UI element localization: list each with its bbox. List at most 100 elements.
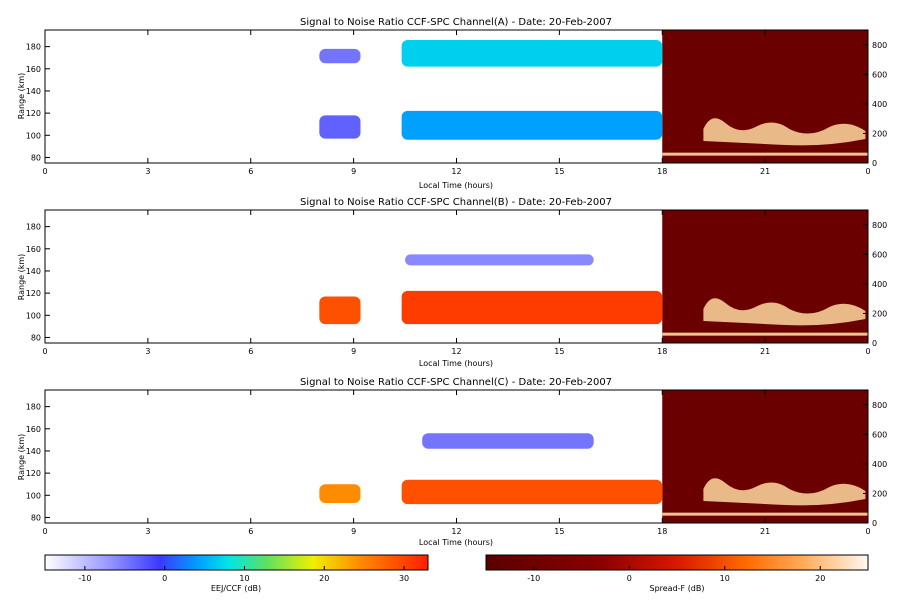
y-tick-label: 160 — [26, 245, 41, 254]
colorbar-eej-gradient — [44, 554, 429, 571]
x-tick-label: 18 — [657, 167, 667, 176]
right-y-tick-label: 0 — [872, 519, 877, 528]
echo-layer — [422, 433, 594, 449]
x-tick-label: 12 — [451, 347, 461, 356]
x-tick-label: 6 — [248, 527, 253, 536]
colorbar-spread-f-label: Spread-F (dB) — [649, 584, 704, 593]
right-y-tick-label: 400 — [872, 460, 887, 469]
right-y-tick-label: 0 — [872, 159, 877, 168]
x-tick-label: 12 — [451, 167, 461, 176]
plot-area: 0 3 6 9 12 15 18 21 0801001201401601800200400600… — [26, 389, 887, 536]
right-y-tick-label: 400 — [872, 100, 887, 109]
x-tick-label: 3 — [145, 167, 150, 176]
y-tick-label: 80 — [31, 513, 41, 522]
y-tick-label: 100 — [26, 131, 41, 140]
x-tick-label: 21 — [760, 167, 770, 176]
right-y-tick-label: 600 — [872, 70, 887, 79]
echo-layer — [401, 479, 663, 505]
y-tick-label: 120 — [26, 289, 41, 298]
x-tick-label: 3 — [145, 527, 150, 536]
y-tick-label: 160 — [26, 65, 41, 74]
colorbar-eej: -10 0 10 20 30 EEJ/CCF (dB) — [44, 554, 429, 593]
x-tick-label: 0 — [865, 527, 870, 536]
right-y-tick-label: 800 — [872, 401, 887, 410]
panel-channel-b: Signal to Noise Ratio CCF-SPC Channel(B)… — [17, 197, 887, 368]
spread-f-trace — [662, 332, 868, 336]
y-tick-label: 140 — [26, 267, 41, 276]
x-tick-label: 0 — [865, 167, 870, 176]
y-tick-label: 180 — [26, 43, 41, 52]
spread-f-trace — [662, 512, 868, 516]
x-axis-label: Local Time (hours) — [419, 359, 493, 368]
x-tick-label: 15 — [554, 347, 564, 356]
colorbar-tick-label: 10 — [720, 574, 730, 583]
spread-f-plume — [703, 298, 866, 326]
y-tick-label: 140 — [26, 447, 41, 456]
x-tick-label: 21 — [760, 527, 770, 536]
y-tick-label: 80 — [31, 333, 41, 342]
colorbar-tick-label: 0 — [162, 574, 167, 583]
echo-layer — [319, 115, 361, 139]
x-tick-label: 18 — [657, 347, 667, 356]
x-tick-label: 12 — [451, 527, 461, 536]
plot-area: 0 3 6 9 12 15 18 21 0801001201401601800200400600… — [26, 29, 887, 176]
y-tick-label: 160 — [26, 425, 41, 434]
echo-layer — [401, 110, 663, 140]
echo-layer — [319, 484, 361, 504]
right-y-tick-label: 600 — [872, 250, 887, 259]
spread-f-trace — [662, 152, 868, 156]
y-axis-label: Range (km) — [17, 434, 26, 481]
x-axis-label: Local Time (hours) — [419, 181, 493, 190]
colorbar-tick-label: 10 — [239, 574, 249, 583]
y-tick-label: 120 — [26, 109, 41, 118]
echo-layer — [401, 290, 663, 325]
y-tick-label: 80 — [31, 153, 41, 162]
colorbar-tick-label: -10 — [78, 574, 91, 583]
spread-f-plume — [703, 118, 866, 146]
x-tick-label: 15 — [554, 527, 564, 536]
x-tick-label: 0 — [42, 347, 47, 356]
right-y-tick-label: 200 — [872, 309, 887, 318]
y-tick-label: 100 — [26, 491, 41, 500]
y-axis-label: Range (km) — [17, 73, 26, 120]
x-tick-label: 0 — [865, 347, 870, 356]
x-tick-label: 9 — [351, 527, 356, 536]
echo-layer — [319, 296, 361, 325]
y-tick-label: 120 — [26, 469, 41, 478]
x-tick-label: 15 — [554, 167, 564, 176]
x-axis-label: Local Time (hours) — [419, 538, 493, 547]
right-y-tick-label: 200 — [872, 489, 887, 498]
x-tick-label: 18 — [657, 527, 667, 536]
right-y-tick-label: 600 — [872, 430, 887, 439]
echo-layer — [319, 48, 361, 64]
colorbar-spread-f: -10 0 10 20 Spread-F (dB) — [485, 554, 869, 593]
colorbar-tick-label: 30 — [399, 574, 409, 583]
x-tick-label: 3 — [145, 347, 150, 356]
y-tick-label: 100 — [26, 311, 41, 320]
colorbar-spread-f-gradient — [485, 554, 869, 571]
colorbar-tick-label: 20 — [815, 574, 825, 583]
y-tick-label: 180 — [26, 403, 41, 412]
colorbar-tick-label: -10 — [527, 574, 540, 583]
x-tick-label: 6 — [248, 167, 253, 176]
echo-layer — [405, 254, 594, 266]
y-tick-label: 140 — [26, 87, 41, 96]
colorbar-eej-label: EEJ/CCF (dB) — [211, 584, 261, 593]
x-tick-label: 0 — [42, 527, 47, 536]
panel-title: Signal to Noise Ratio CCF-SPC Channel(A)… — [300, 17, 612, 28]
panel-channel-c: Signal to Noise Ratio CCF-SPC Channel(C)… — [17, 377, 887, 547]
plot-area: 0 3 6 9 12 15 18 21 0801001201401601800200400600… — [26, 209, 887, 356]
x-tick-label: 6 — [248, 347, 253, 356]
x-tick-label: 9 — [351, 167, 356, 176]
y-axis-label: Range (km) — [17, 254, 26, 301]
x-tick-label: 0 — [42, 167, 47, 176]
x-tick-label: 9 — [351, 347, 356, 356]
y-tick-label: 180 — [26, 223, 41, 232]
x-tick-label: 21 — [760, 347, 770, 356]
right-y-tick-label: 0 — [872, 339, 877, 348]
right-y-tick-label: 800 — [872, 41, 887, 50]
colorbar-tick-label: 0 — [627, 574, 632, 583]
colorbar-tick-label: 20 — [319, 574, 329, 583]
right-y-tick-label: 200 — [872, 129, 887, 138]
